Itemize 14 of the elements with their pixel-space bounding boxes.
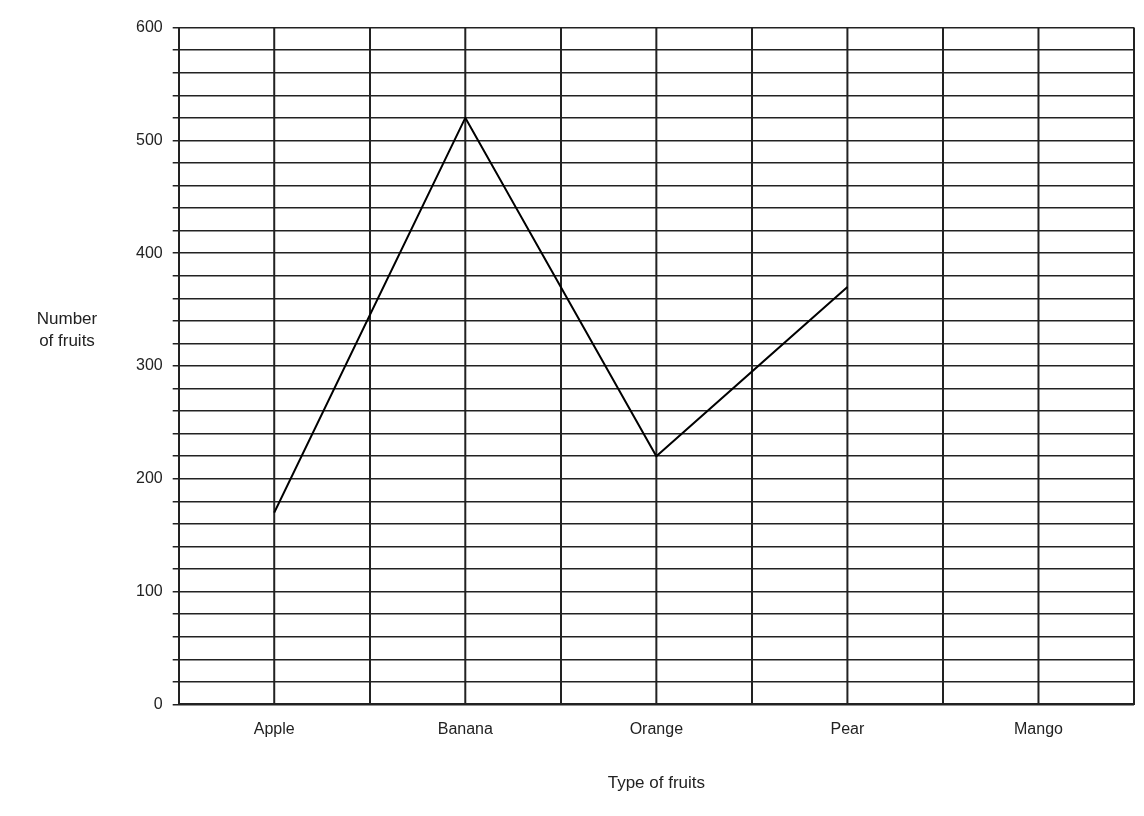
x-tick-label: Mango — [1014, 720, 1064, 738]
x-tick-label: Orange — [629, 720, 684, 738]
y-axis-title: Number of fruits — [35, 308, 99, 352]
x-tick-label: Pear — [830, 720, 865, 738]
x-tick-label: Banana — [437, 720, 493, 738]
y-tick-label: 300 — [135, 356, 163, 374]
y-tick-label: 200 — [135, 469, 163, 487]
y-tick-label: 500 — [135, 130, 163, 148]
x-tick-label: Apple — [253, 720, 295, 738]
y-tick-label: 0 — [153, 694, 163, 712]
x-axis-title: Type of fruits — [607, 773, 706, 793]
y-tick-label: 100 — [135, 582, 163, 600]
y-tick-label: 400 — [135, 243, 163, 261]
y-tick-label: 600 — [135, 18, 163, 36]
